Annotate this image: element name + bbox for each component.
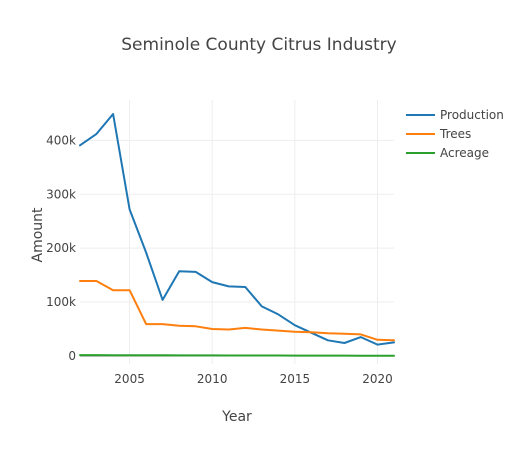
legend-label: Acreage: [440, 146, 489, 160]
legend-item-acreage[interactable]: Acreage: [406, 146, 489, 160]
legend-label: Production: [440, 108, 504, 122]
series-line-trees: [79, 280, 395, 342]
y-axis-title: Amount: [30, 207, 46, 263]
legend: Production Trees Acreage: [406, 108, 504, 160]
gridlines: [80, 100, 394, 364]
legend-item-production[interactable]: Production: [406, 108, 504, 122]
series-line-acreage: [79, 354, 395, 357]
legend-item-trees[interactable]: Trees: [406, 127, 471, 141]
x-tick-label: 2005: [114, 372, 145, 386]
y-tick-label: 0: [68, 349, 76, 363]
y-tick-label: 200k: [46, 241, 76, 255]
y-axis-ticks: 0 100k 200k 300k 400k: [46, 133, 76, 363]
plot-area: [79, 113, 395, 357]
x-tick-label: 2015: [280, 372, 311, 386]
x-axis-ticks: 2005 2010 2015 2020: [114, 372, 392, 386]
chart-title: Seminole County Citrus Industry: [121, 35, 396, 55]
x-tick-label: 2010: [197, 372, 228, 386]
x-axis-title: Year: [221, 409, 252, 425]
series-line-production: [79, 113, 395, 346]
y-tick-label: 300k: [46, 187, 76, 201]
y-tick-label: 100k: [46, 295, 76, 309]
x-tick-label: 2020: [362, 372, 393, 386]
y-tick-label: 400k: [46, 133, 76, 147]
legend-label: Trees: [439, 127, 471, 141]
